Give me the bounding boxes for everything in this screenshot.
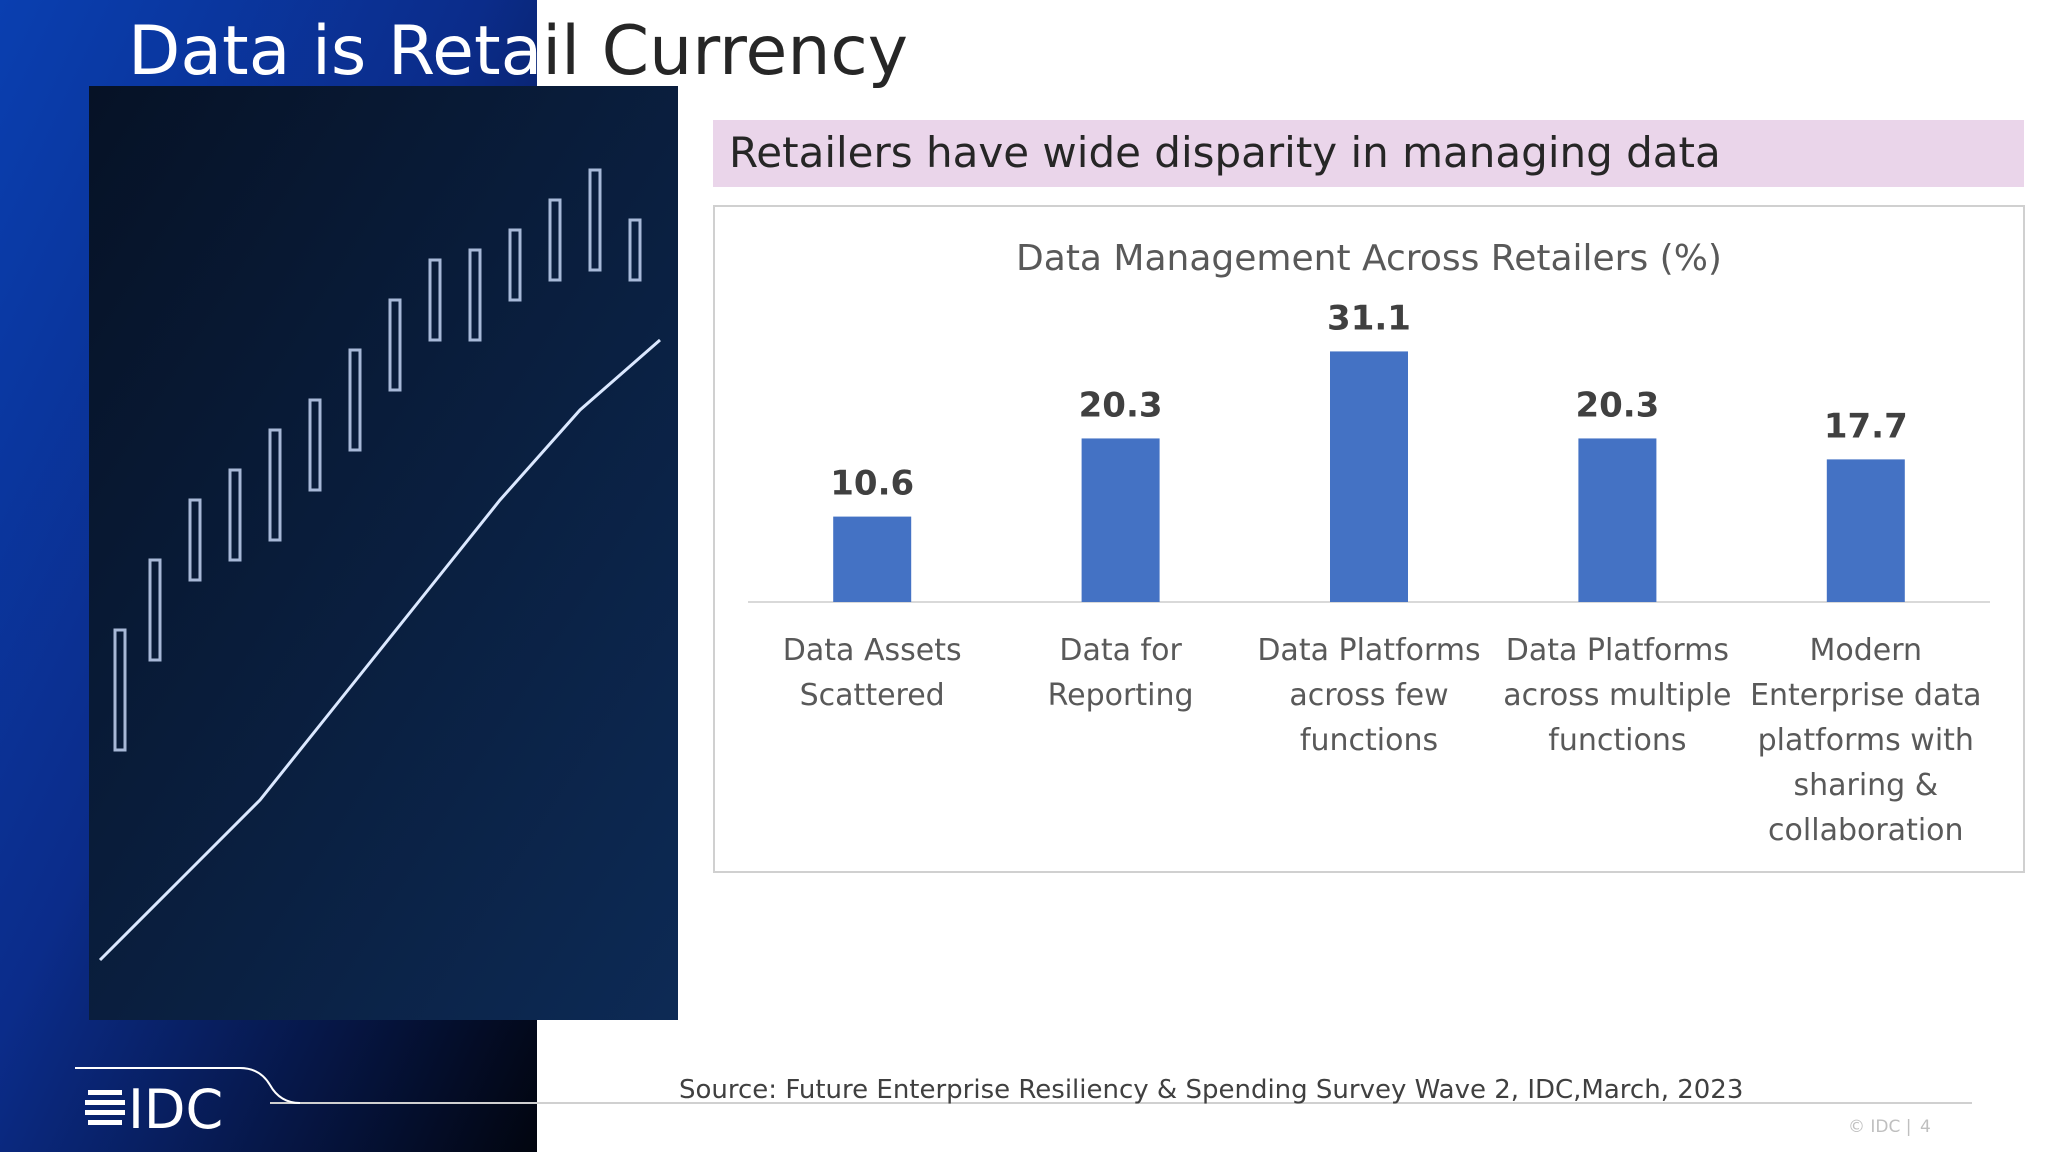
- photo-trend: [98, 338, 661, 962]
- logo-icon: [85, 1090, 125, 1125]
- bar: [1081, 438, 1160, 602]
- value-label: 10.6: [830, 464, 914, 504]
- value-label: 20.3: [1079, 385, 1163, 425]
- x-tick-label: Data Assets Scattered: [782, 633, 962, 713]
- x-tick-label: Data Platforms across multiple functions: [1503, 633, 1732, 758]
- slide-title: Data is Retail Currency: [128, 12, 908, 91]
- bar: [833, 516, 912, 602]
- subtitle: Retailers have wide disparity in managin…: [729, 128, 1721, 177]
- photo-candles: [113, 168, 642, 752]
- value-label: 17.7: [1824, 406, 1908, 446]
- x-tick-label: Modern Enterprise data platforms with sh…: [1750, 633, 1982, 848]
- x-tick-label: Data for Reporting: [1047, 633, 1194, 713]
- bar: [1578, 438, 1657, 602]
- chart-title: Data Management Across Retailers (%): [1016, 238, 1722, 279]
- value-label: 20.3: [1575, 385, 1659, 425]
- copyright: © IDC |: [1848, 1117, 1912, 1137]
- value-label: 31.1: [1327, 298, 1411, 338]
- bar: [1330, 351, 1408, 602]
- logo-swoosh: [75, 1067, 301, 1104]
- source-note: Source: Future Enterprise Resiliency & S…: [679, 1075, 1743, 1105]
- subtitle-bar: [713, 120, 2024, 187]
- page-number: 4: [1920, 1117, 1931, 1137]
- bar: [1826, 459, 1905, 602]
- stock-photo: [89, 86, 678, 1020]
- logo: IDC: [128, 1078, 223, 1141]
- x-tick-label: Data Platforms across few functions: [1257, 633, 1481, 758]
